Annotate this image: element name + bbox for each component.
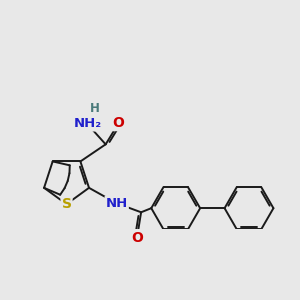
Text: O: O xyxy=(113,116,124,130)
Text: S: S xyxy=(61,197,71,211)
Text: H: H xyxy=(90,102,100,115)
Text: O: O xyxy=(131,230,143,244)
Text: NH₂: NH₂ xyxy=(73,118,101,130)
Text: NH: NH xyxy=(106,197,128,210)
